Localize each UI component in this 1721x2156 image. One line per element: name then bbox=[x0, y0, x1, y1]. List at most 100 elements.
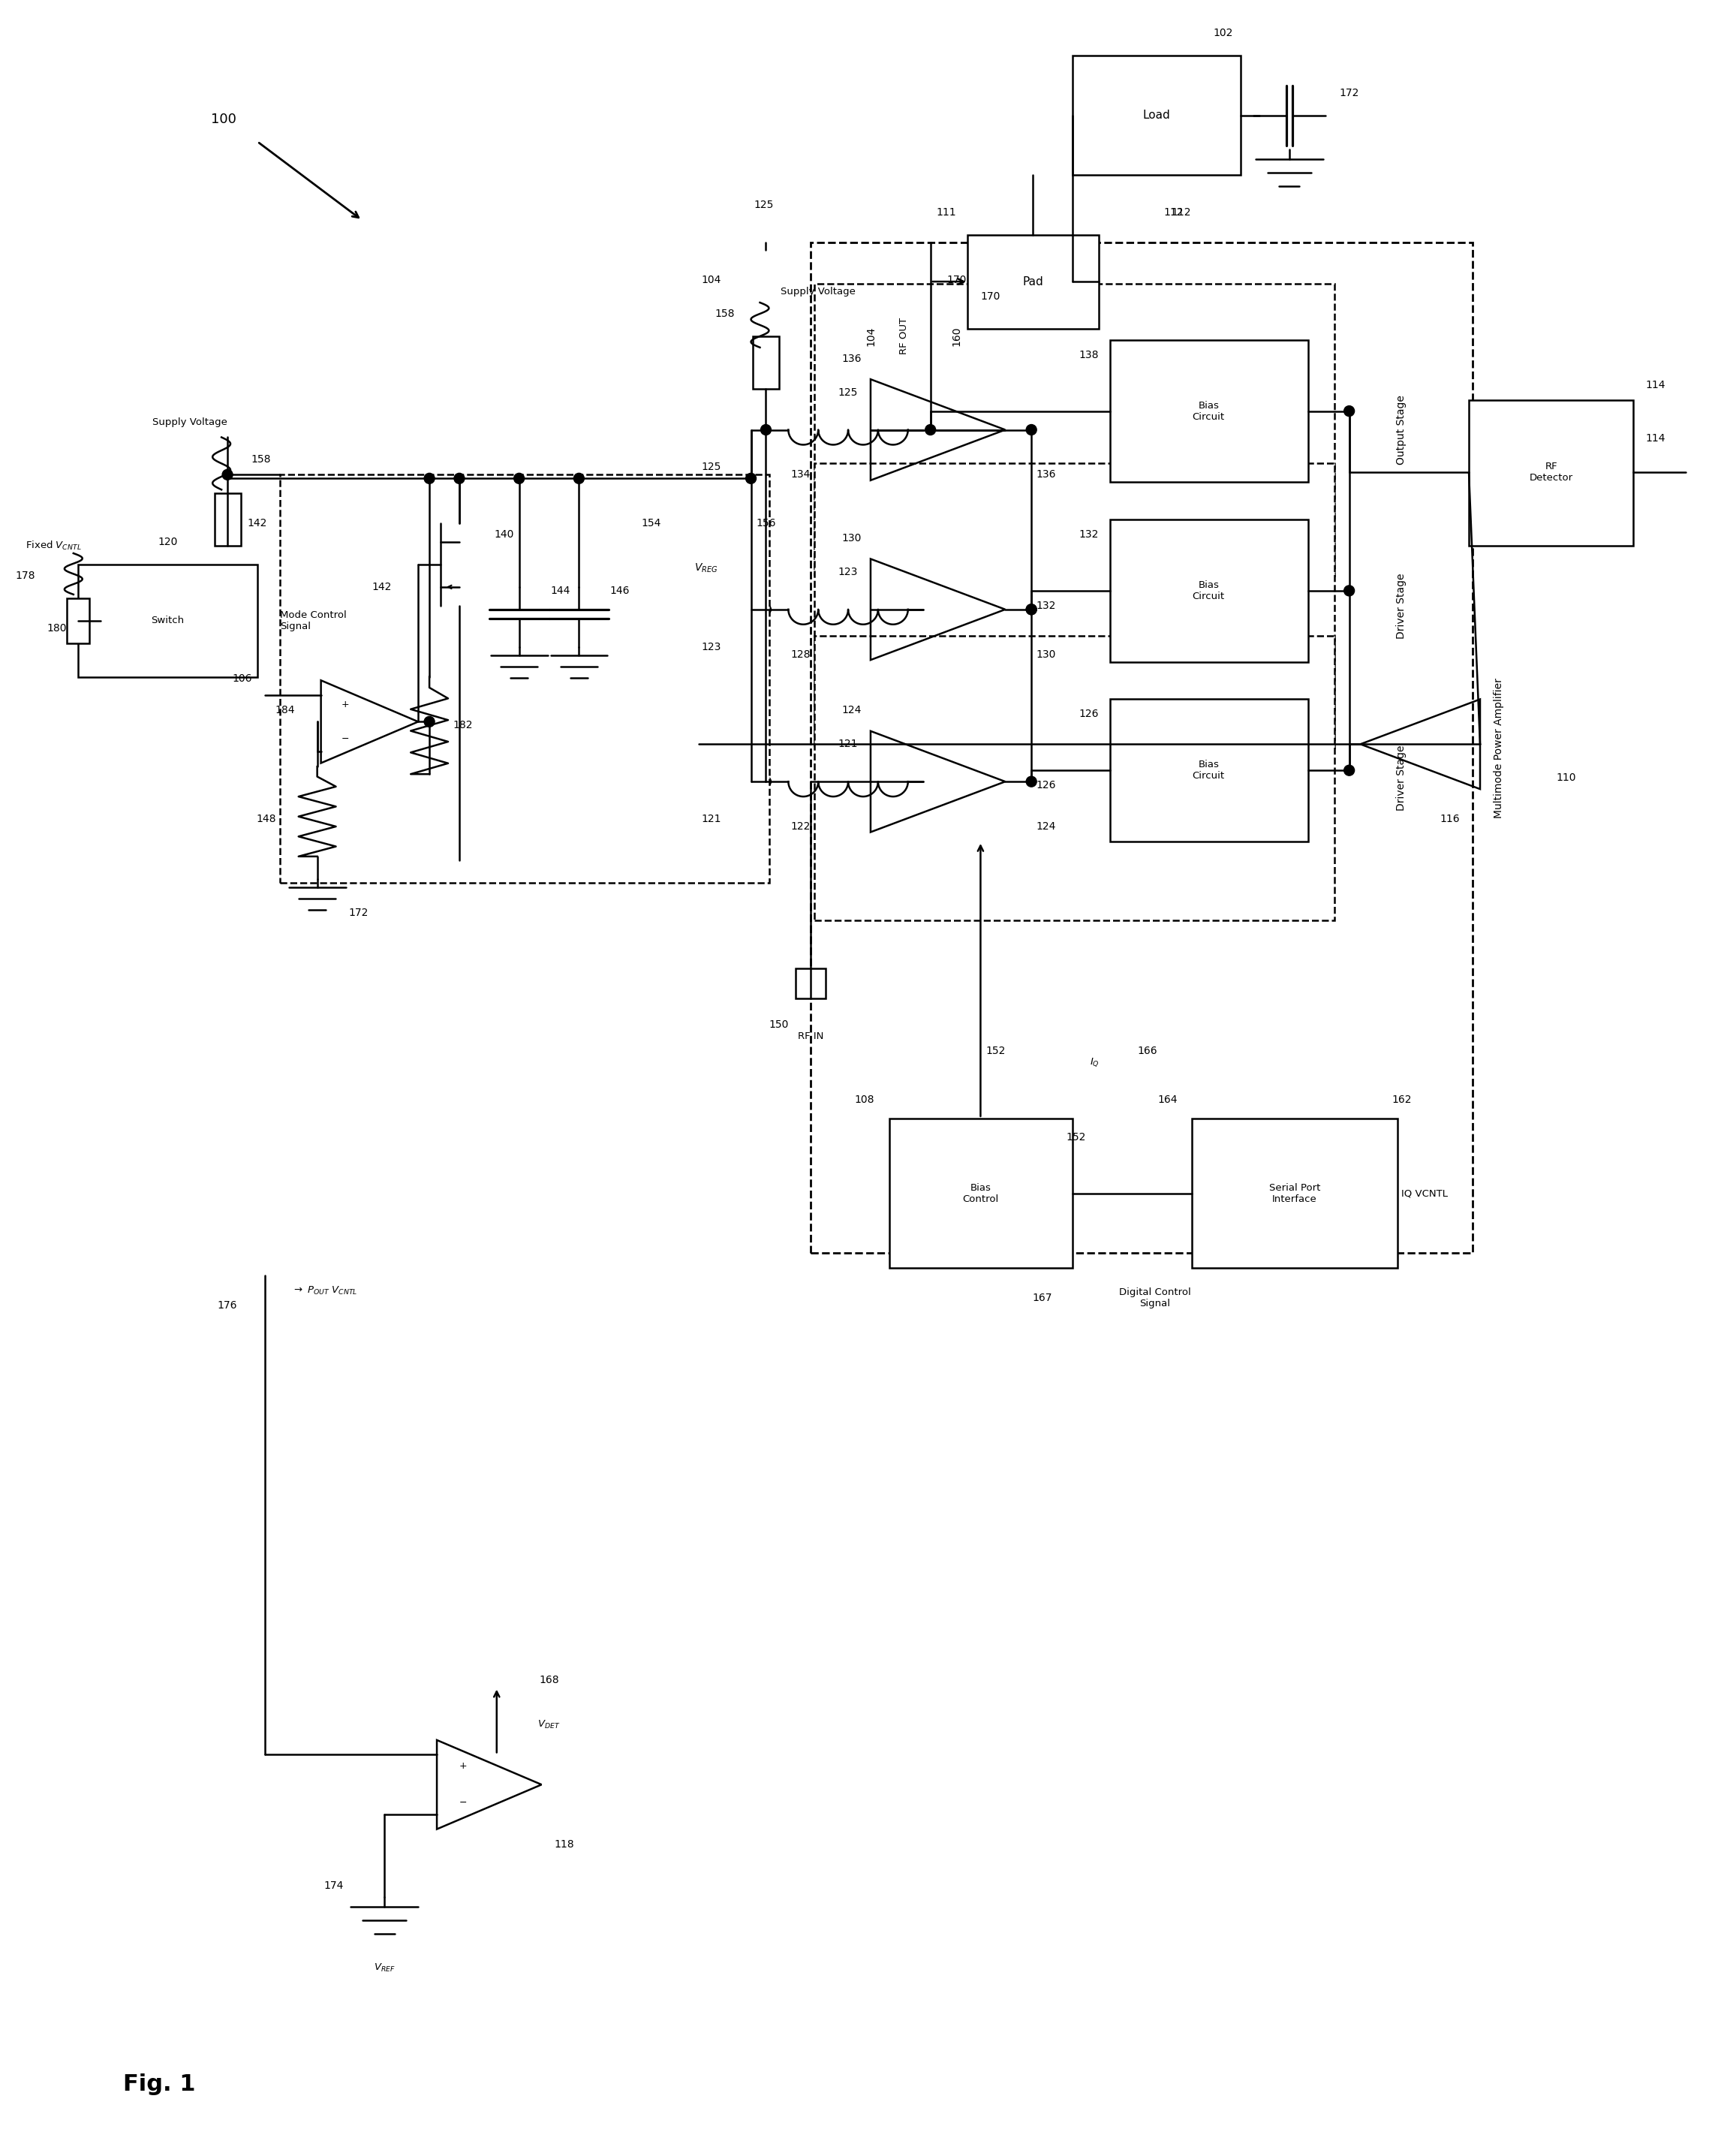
Text: Driver Stage: Driver Stage bbox=[1396, 573, 1406, 638]
Bar bbox=[215, 494, 241, 545]
Bar bbox=[1110, 341, 1308, 483]
Text: 164: 164 bbox=[1157, 1095, 1177, 1106]
Text: Digital Control
Signal: Digital Control Signal bbox=[1119, 1287, 1191, 1309]
Text: 114: 114 bbox=[1645, 433, 1666, 444]
Text: 118: 118 bbox=[554, 1839, 575, 1850]
Text: 152: 152 bbox=[986, 1046, 1005, 1056]
Text: 130: 130 bbox=[1036, 649, 1057, 660]
Text: 123: 123 bbox=[700, 642, 721, 651]
Text: 128: 128 bbox=[792, 649, 811, 660]
Text: 134: 134 bbox=[792, 470, 811, 481]
Text: 174: 174 bbox=[324, 1880, 344, 1891]
Text: 130: 130 bbox=[842, 533, 862, 543]
Text: 125: 125 bbox=[754, 201, 773, 211]
Text: 120: 120 bbox=[158, 537, 177, 548]
Text: 100: 100 bbox=[212, 112, 236, 125]
Text: 140: 140 bbox=[494, 530, 515, 539]
Text: Bias
Control: Bias Control bbox=[962, 1184, 998, 1203]
Bar bbox=[1110, 699, 1308, 841]
Text: 126: 126 bbox=[1036, 780, 1057, 791]
Text: 146: 146 bbox=[611, 586, 630, 595]
Text: $I_Q$: $I_Q$ bbox=[1089, 1056, 1100, 1067]
Text: RF
Detector: RF Detector bbox=[1530, 461, 1573, 483]
Bar bbox=[1468, 399, 1633, 545]
Text: 152: 152 bbox=[1067, 1132, 1086, 1143]
Text: 132: 132 bbox=[1079, 530, 1098, 539]
Text: −: − bbox=[341, 733, 349, 744]
Text: Bias
Circuit: Bias Circuit bbox=[1193, 580, 1225, 602]
Text: 124: 124 bbox=[1036, 821, 1057, 832]
Text: 158: 158 bbox=[714, 308, 735, 319]
Bar bbox=[1110, 520, 1308, 662]
Circle shape bbox=[423, 472, 435, 483]
Text: 150: 150 bbox=[769, 1020, 788, 1031]
Text: +: + bbox=[460, 1761, 466, 1770]
Text: Supply Voltage: Supply Voltage bbox=[153, 418, 227, 427]
Text: 184: 184 bbox=[275, 705, 294, 716]
Bar bbox=[281, 474, 769, 882]
Text: Bias
Circuit: Bias Circuit bbox=[1193, 759, 1225, 780]
Text: 116: 116 bbox=[1440, 813, 1459, 824]
Text: 112: 112 bbox=[1170, 207, 1191, 218]
Text: 156: 156 bbox=[756, 517, 776, 528]
Text: 108: 108 bbox=[854, 1095, 874, 1106]
Text: Mode Control
Signal: Mode Control Signal bbox=[281, 610, 346, 632]
Circle shape bbox=[454, 472, 465, 483]
Bar bbox=[890, 1119, 1072, 1268]
Text: 126: 126 bbox=[1079, 709, 1098, 720]
Circle shape bbox=[926, 425, 936, 436]
Text: 182: 182 bbox=[453, 720, 473, 731]
Text: 136: 136 bbox=[1036, 470, 1057, 481]
Text: 125: 125 bbox=[700, 461, 721, 472]
Bar bbox=[814, 464, 1334, 748]
Text: −: − bbox=[460, 1798, 466, 1809]
Text: Driver Stage: Driver Stage bbox=[1396, 746, 1406, 811]
Text: Switch: Switch bbox=[151, 617, 184, 625]
Text: 125: 125 bbox=[838, 388, 859, 397]
Text: 123: 123 bbox=[838, 567, 859, 578]
Bar bbox=[1072, 56, 1241, 175]
Bar bbox=[1193, 1119, 1397, 1268]
Text: 124: 124 bbox=[842, 705, 862, 716]
Text: 136: 136 bbox=[842, 354, 862, 364]
Text: 178: 178 bbox=[15, 571, 36, 580]
Text: Serial Port
Interface: Serial Port Interface bbox=[1268, 1184, 1320, 1203]
Text: 144: 144 bbox=[551, 586, 570, 595]
Bar bbox=[814, 285, 1334, 576]
Text: 170: 170 bbox=[981, 291, 1000, 302]
Text: 114: 114 bbox=[1645, 379, 1666, 390]
Text: 180: 180 bbox=[46, 623, 67, 634]
Text: 172: 172 bbox=[348, 908, 368, 918]
Text: 167: 167 bbox=[1033, 1294, 1053, 1304]
Text: Load: Load bbox=[1143, 110, 1170, 121]
Text: 138: 138 bbox=[1079, 349, 1098, 360]
Circle shape bbox=[573, 472, 583, 483]
Circle shape bbox=[1026, 604, 1036, 614]
Circle shape bbox=[423, 716, 435, 727]
Text: 121: 121 bbox=[838, 740, 859, 750]
Bar bbox=[814, 636, 1334, 921]
Text: IQ VCNTL: IQ VCNTL bbox=[1401, 1188, 1447, 1199]
Text: 172: 172 bbox=[1339, 88, 1360, 99]
Text: 111: 111 bbox=[936, 207, 957, 218]
Text: 158: 158 bbox=[251, 455, 272, 466]
Text: 162: 162 bbox=[1392, 1095, 1411, 1106]
Text: 142: 142 bbox=[248, 517, 267, 528]
Circle shape bbox=[515, 472, 525, 483]
Text: 166: 166 bbox=[1138, 1046, 1157, 1056]
Bar bbox=[752, 336, 780, 388]
Text: Fixed $V_{CNTL}$: Fixed $V_{CNTL}$ bbox=[26, 539, 81, 552]
Text: 160: 160 bbox=[952, 326, 962, 347]
Bar bbox=[795, 968, 826, 998]
Text: 154: 154 bbox=[642, 517, 661, 528]
Text: Output Stage: Output Stage bbox=[1396, 395, 1406, 466]
Circle shape bbox=[1344, 586, 1354, 595]
Text: 104: 104 bbox=[866, 326, 876, 347]
Circle shape bbox=[761, 604, 771, 614]
Circle shape bbox=[1344, 765, 1354, 776]
Text: 110: 110 bbox=[1556, 772, 1576, 783]
Text: +: + bbox=[341, 701, 349, 709]
Text: 176: 176 bbox=[217, 1300, 237, 1311]
Bar bbox=[967, 235, 1098, 328]
Bar bbox=[811, 244, 1473, 1253]
